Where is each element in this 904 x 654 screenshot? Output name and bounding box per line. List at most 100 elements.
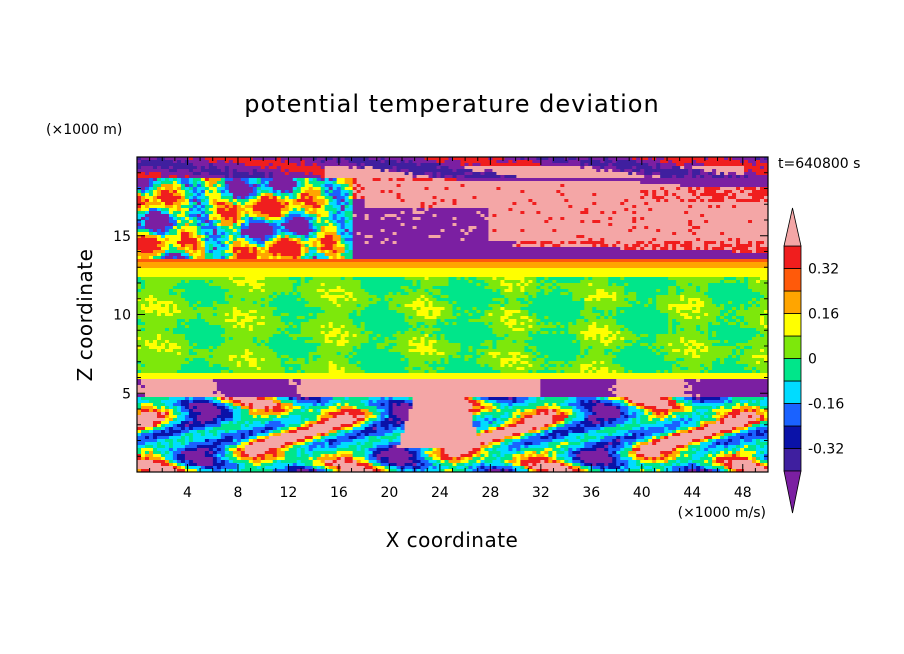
heatmap-cell (716, 445, 725, 449)
heatmap-cell (680, 454, 685, 458)
heatmap-cell (324, 289, 330, 293)
heatmap-cell (668, 403, 677, 407)
heatmap-cell (320, 454, 326, 458)
heatmap-cell (440, 166, 450, 170)
heatmap-cell (316, 466, 322, 470)
heatmap-cell (764, 397, 768, 401)
heatmap-cell (320, 331, 326, 335)
heatmap-cell (628, 370, 633, 374)
heatmap-cell (736, 193, 749, 197)
heatmap-cell (464, 358, 470, 362)
heatmap-cell (244, 163, 270, 167)
heatmap-cell (564, 418, 573, 422)
heatmap-cell (608, 433, 613, 437)
heatmap-cell (588, 328, 609, 332)
heatmap-cell (328, 220, 334, 224)
heatmap-cell (300, 208, 306, 212)
heatmap-cell (676, 403, 681, 407)
heatmap-cell (416, 451, 422, 455)
heatmap-cell (228, 241, 234, 245)
heatmap-cell (196, 166, 202, 170)
heatmap-cell (532, 415, 553, 419)
heatmap-cell (284, 235, 290, 239)
heatmap-cell (137, 298, 142, 302)
heatmap-cell (288, 196, 294, 200)
heatmap-cell (192, 400, 210, 404)
heatmap-cell (384, 298, 390, 302)
heatmap-cell (152, 448, 158, 452)
heatmap-cell (484, 448, 490, 452)
heatmap-cell (708, 313, 721, 317)
heatmap-cell (596, 169, 601, 173)
heatmap-cell (296, 385, 541, 389)
heatmap-cell (364, 436, 370, 440)
heatmap-cell (236, 235, 242, 239)
heatmap-cell (584, 442, 597, 446)
heatmap-cell (516, 421, 525, 425)
heatmap-cell (228, 253, 234, 257)
heatmap-cell (336, 454, 342, 458)
heatmap-cell (192, 343, 198, 347)
heatmap-cell (444, 229, 462, 233)
heatmap-cell (208, 250, 214, 254)
heatmap-cell (736, 415, 749, 419)
heatmap-cell (364, 199, 402, 203)
heatmap-cell (296, 181, 302, 185)
heatmap-cell (708, 295, 765, 299)
heatmap-cell (572, 409, 581, 413)
heatmap-cell (228, 244, 234, 248)
heatmap-cell (408, 457, 418, 461)
heatmap-cell (236, 211, 242, 215)
heatmap-cell (672, 451, 681, 455)
heatmap-cell (296, 427, 310, 431)
heatmap-cell (160, 256, 166, 260)
heatmap-cell (548, 220, 581, 224)
heatmap-cell (384, 418, 390, 422)
heatmap-cell (288, 220, 310, 224)
heatmap-cell (304, 160, 322, 164)
heatmap-cell (360, 424, 370, 428)
heatmap-cell (688, 223, 693, 227)
heatmap-cell (256, 202, 282, 206)
heatmap-cell (256, 244, 262, 248)
heatmap-cell (504, 412, 510, 416)
heatmap-cell (240, 241, 250, 245)
heatmap-cell (364, 163, 418, 167)
heatmap-cell (640, 427, 645, 431)
heatmap-cell (308, 397, 322, 401)
heatmap-cell (700, 421, 705, 425)
heatmap-cell (140, 223, 146, 227)
heatmap-cell (632, 442, 637, 446)
heatmap-cell (396, 178, 406, 182)
heatmap-cell (176, 208, 182, 212)
heatmap-cell (428, 175, 434, 179)
heatmap-cell (160, 463, 170, 467)
heatmap-cell (476, 397, 482, 401)
heatmap-cell (572, 430, 585, 434)
heatmap-cell (724, 172, 729, 176)
heatmap-cell (216, 457, 222, 461)
heatmap-cell (332, 157, 338, 161)
heatmap-cell (608, 337, 617, 341)
heatmap-cell (308, 250, 318, 254)
heatmap-cell (468, 346, 474, 350)
heatmap-cell (360, 280, 414, 284)
heatmap-cell (180, 232, 190, 236)
heatmap-cell (676, 244, 681, 248)
heatmap-cell (532, 301, 585, 305)
heatmap-cell (428, 235, 442, 239)
heatmap-cell (740, 250, 753, 254)
heatmap-cell (608, 313, 613, 317)
heatmap-cell (748, 160, 757, 164)
heatmap-cell (432, 286, 486, 290)
heatmap-cell (384, 415, 390, 419)
heatmap-cell (660, 370, 665, 374)
heatmap-cell (564, 193, 593, 197)
heatmap-cell (236, 421, 246, 425)
heatmap-cell (496, 346, 525, 350)
heatmap-cell (456, 223, 490, 227)
heatmap-cell (332, 442, 342, 446)
heatmap-cell (516, 409, 521, 413)
heatmap-cell (448, 358, 466, 362)
heatmap-cell (604, 310, 609, 314)
